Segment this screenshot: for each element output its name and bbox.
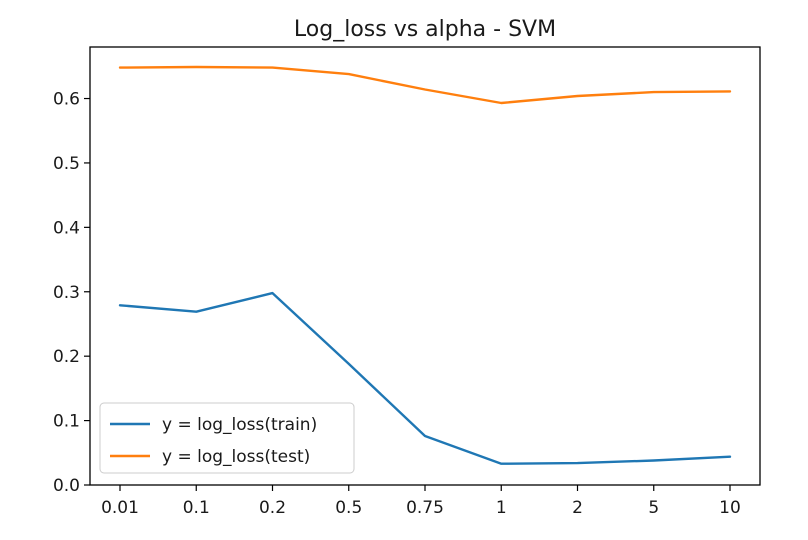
series-line-train	[118, 291, 732, 465]
x-tick-label: 10	[719, 498, 741, 518]
x-tick-label: 0.5	[335, 498, 362, 518]
legend-box	[99, 402, 355, 474]
y-tick-label: 0.4	[53, 218, 80, 238]
x-tick-label: 2	[572, 498, 583, 518]
legend-label: y = log_loss(train)	[162, 415, 317, 435]
x-axis: 0.01 0.1 0.2 0.5 0.75 1 2 5 10	[101, 485, 741, 518]
y-tick-label: 0.0	[53, 476, 80, 496]
y-axis: 0.0 0.1 0.2 0.3 0.4 0.5 0.6	[53, 90, 90, 496]
y-tick-label: 0.1	[53, 412, 80, 432]
x-tick-label: 0.01	[101, 498, 139, 518]
x-tick-label: 0.1	[183, 498, 210, 518]
x-tick-label: 5	[648, 498, 659, 518]
chart-title: Log_loss vs alpha - SVM	[294, 17, 556, 42]
y-tick-label: 0.6	[53, 90, 80, 110]
series-layer	[118, 65, 732, 465]
series-line-test	[118, 65, 732, 105]
legend-label: y = log_loss(test)	[162, 447, 310, 467]
y-tick-label: 0.5	[53, 154, 80, 174]
legend: y = log_loss(train)y = log_loss(test)	[99, 402, 355, 474]
x-tick-label: 0.2	[259, 498, 286, 518]
x-tick-label: 0.75	[406, 498, 444, 518]
y-tick-label: 0.2	[53, 347, 80, 367]
x-tick-label: 1	[496, 498, 507, 518]
plot-frame	[89, 46, 761, 486]
y-tick-label: 0.3	[53, 283, 80, 303]
